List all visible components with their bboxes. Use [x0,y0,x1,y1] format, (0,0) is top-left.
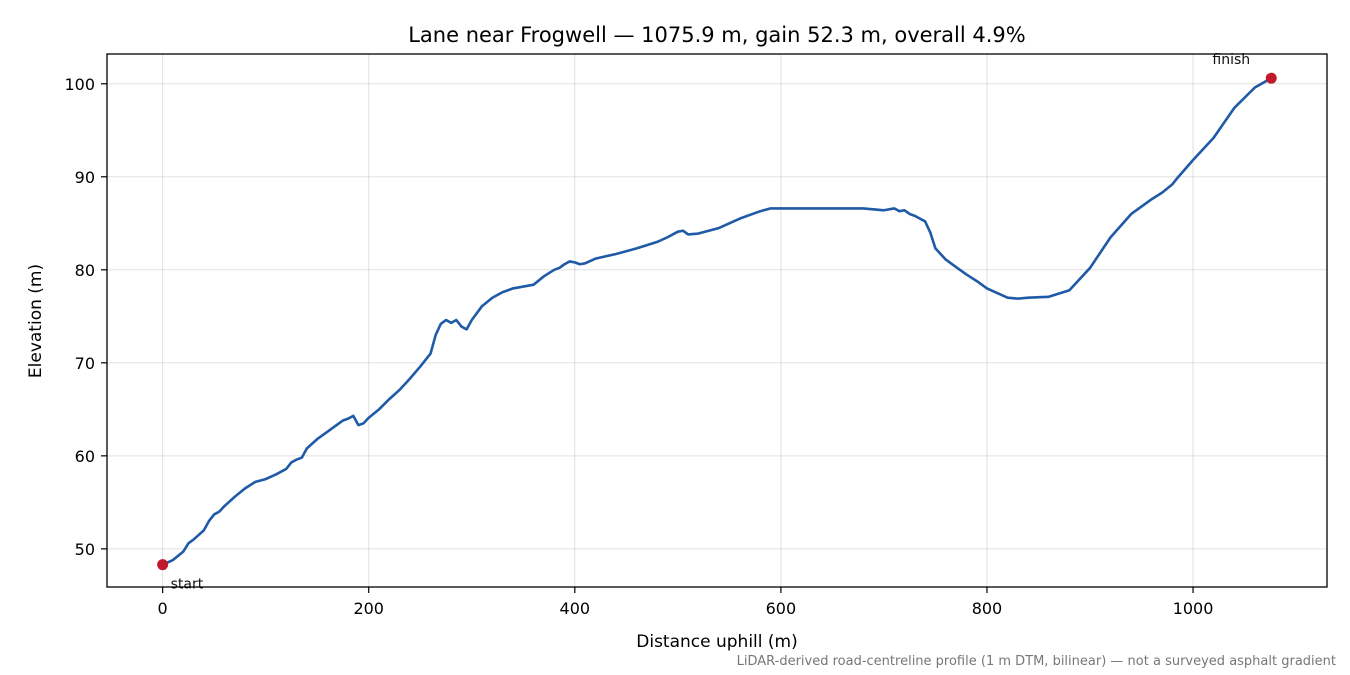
plot-area: start finish [157,52,1277,593]
elevation-profile-line [161,76,1273,566]
x-tick-label: 1000 [1173,599,1214,618]
y-tick-label: 80 [75,261,95,280]
x-tick-label: 0 [158,599,168,618]
x-tick-label: 800 [972,599,1003,618]
chart-title: Lane near Frogwell — 1075.9 m, gain 52.3… [408,23,1026,47]
finish-annotation: finish [1212,52,1250,68]
grid [107,54,1327,587]
x-axis-label: Distance uphill (m) [636,632,797,652]
y-tick-label: 100 [64,75,95,94]
y-axis-ticks: 50 60 70 80 90 100 [64,75,107,559]
y-tick-label: 70 [75,354,95,373]
x-axis-ticks: 0 200 400 600 800 1000 [158,587,1214,618]
y-tick-label: 90 [75,168,95,187]
chart-footnote: LiDAR-derived road-centreline profile (1… [737,654,1336,669]
x-tick-label: 400 [560,599,591,618]
start-marker [157,559,169,571]
plot-frame [106,53,1328,588]
y-axis-label: Elevation (m) [26,264,46,378]
y-tick-label: 60 [75,447,95,466]
x-tick-label: 200 [353,599,384,618]
y-tick-label: 50 [75,540,95,559]
x-tick-label: 600 [766,599,797,618]
finish-marker [1265,72,1277,84]
start-annotation: start [171,577,204,593]
